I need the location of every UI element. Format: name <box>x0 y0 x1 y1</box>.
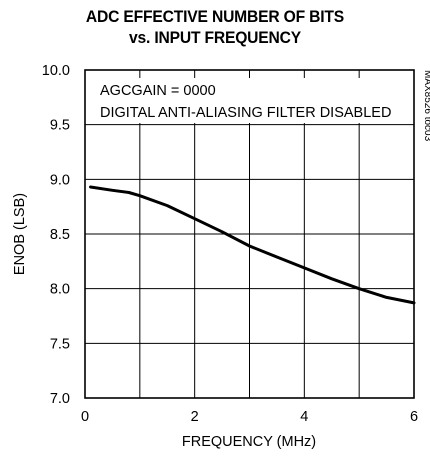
plot-frame <box>84 69 415 399</box>
x-tick-label: 0 <box>81 409 89 425</box>
annotation-agcgain: AGCGAIN = 0000 <box>100 83 216 99</box>
x-tick-label: 6 <box>410 409 418 425</box>
y-tick-label: 7.0 <box>50 391 70 407</box>
y-tick-label: 10.0 <box>42 63 70 79</box>
annotation-filter: DIGITAL ANTI-ALIASING FILTER DISABLED <box>100 105 391 121</box>
y-tick-label: 9.0 <box>50 172 70 188</box>
title-line-2: vs. INPUT FREQUENCY <box>128 28 302 47</box>
annotation-box <box>91 78 385 123</box>
y-tick-label: 8.0 <box>50 282 70 298</box>
y-tick-label: 8.5 <box>50 227 70 243</box>
y-tick-label: 7.5 <box>50 336 70 352</box>
chart-title: ADC EFFECTIVE NUMBER OF BITS vs. INPUT F… <box>17 6 413 48</box>
x-tick-labels: 0 2 4 6 <box>81 409 418 425</box>
y-tick-labels: 7.0 7.5 8.0 8.5 9.0 9.5 10.0 <box>42 63 70 407</box>
y-axis-label: ENOB (LSB) <box>12 193 28 275</box>
x-axis-label: FREQUENCY (MHz) <box>182 434 316 450</box>
x-tick-label: 4 <box>300 409 308 425</box>
side-label: MAX8526 toc03 <box>422 70 430 142</box>
x-tick-label: 2 <box>191 409 199 425</box>
enob-series-line <box>89 185 416 305</box>
title-line-1: ADC EFFECTIVE NUMBER OF BITS <box>85 7 345 26</box>
y-tick-label: 9.5 <box>50 118 70 134</box>
